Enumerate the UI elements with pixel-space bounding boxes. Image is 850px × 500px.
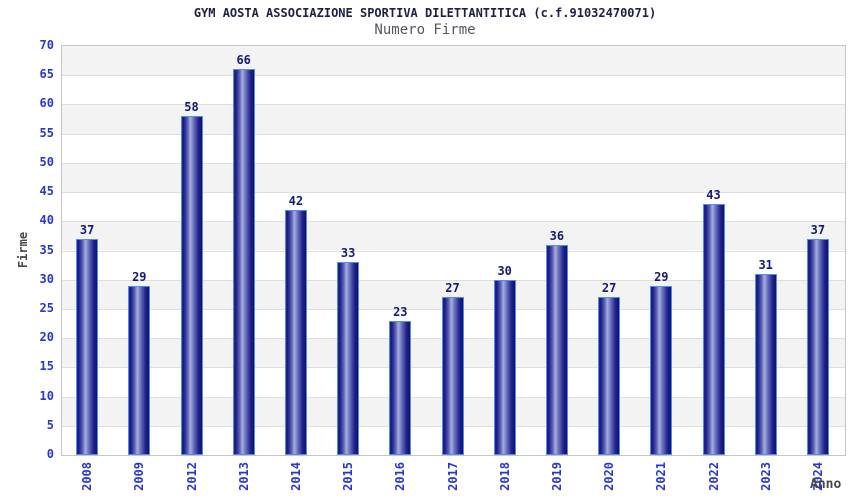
y-axis-title: Firme <box>16 231 30 269</box>
bar-value-label: 33 <box>340 246 356 261</box>
grid-band <box>62 162 845 193</box>
y-tick-label: 30 <box>39 271 54 286</box>
bar-value-label: 66 <box>236 53 251 68</box>
x-tick-label: 2021 <box>654 462 669 491</box>
x-tick-label: 2013 <box>236 462 251 491</box>
y-tick-label: 45 <box>39 184 54 199</box>
bar-value-label: 43 <box>706 187 721 202</box>
bar-value-label: 31 <box>758 257 773 272</box>
grid-band <box>62 250 845 280</box>
x-tick-label: 2023 <box>758 462 773 491</box>
bar <box>128 285 151 455</box>
y-tick-label: 20 <box>39 330 54 345</box>
y-tick-label: 65 <box>39 67 54 82</box>
bar <box>598 297 621 455</box>
bar <box>441 297 464 455</box>
bar-value-label: 36 <box>549 228 565 243</box>
y-tick-label: 25 <box>39 300 54 315</box>
y-tick-label: 50 <box>39 154 54 169</box>
bar-value-label: 27 <box>445 281 460 296</box>
bar <box>76 238 99 455</box>
grid-band <box>62 221 845 251</box>
y-tick-label: 5 <box>46 417 54 432</box>
grid-band <box>62 133 845 163</box>
grid-band <box>62 104 845 134</box>
bar-value-label: 37 <box>810 222 826 237</box>
y-tick-label: 40 <box>39 213 54 228</box>
chart-subtitle: Numero Firme <box>374 22 476 38</box>
bar <box>493 279 516 455</box>
bar <box>754 273 777 455</box>
grid-band <box>62 192 845 222</box>
y-tick-label: 0 <box>46 447 54 461</box>
bar <box>389 320 412 455</box>
bar-value-label: 42 <box>288 193 304 208</box>
grid-band <box>62 46 845 76</box>
bar-value-label: 27 <box>601 281 617 296</box>
x-tick-label: 2014 <box>288 462 303 491</box>
bar <box>650 285 673 455</box>
y-tick-label: 10 <box>39 388 54 403</box>
bar <box>702 203 725 455</box>
x-tick-label: 2017 <box>445 462 460 491</box>
x-tick-label: 2012 <box>184 462 199 491</box>
x-tick-label: 2015 <box>341 462 356 491</box>
bar-value-label: 30 <box>497 263 512 278</box>
bar <box>545 244 568 455</box>
x-tick-label: 2016 <box>393 462 408 491</box>
bar <box>284 209 307 455</box>
bar-value-label: 58 <box>184 100 199 115</box>
y-tick-label: 15 <box>39 359 54 374</box>
x-tick-label: 2020 <box>602 462 617 491</box>
bar <box>806 238 829 455</box>
bar-value-label: 37 <box>79 222 95 237</box>
y-tick-label: 60 <box>39 96 54 111</box>
y-tick-label: 55 <box>39 125 54 140</box>
x-tick-label: 2009 <box>132 462 147 491</box>
x-tick-label: 2018 <box>497 462 512 491</box>
x-tick-label: 2008 <box>80 462 95 491</box>
bar-value-label: 29 <box>132 269 147 284</box>
x-tick-label: 2022 <box>706 462 721 491</box>
y-tick-label: 70 <box>39 38 54 52</box>
y-tick-label: 35 <box>39 242 54 257</box>
bar-value-label: 29 <box>654 269 669 284</box>
x-tick-label: 2019 <box>549 462 564 491</box>
bar-value-label: 23 <box>393 304 408 319</box>
x-axis-title: Anno <box>810 477 842 492</box>
chart-title: GYM AOSTA ASSOCIAZIONE SPORTIVA DILETTAN… <box>193 6 657 20</box>
bar <box>180 116 203 455</box>
bar <box>337 262 360 455</box>
bar <box>232 69 255 455</box>
grid-band <box>62 75 845 105</box>
